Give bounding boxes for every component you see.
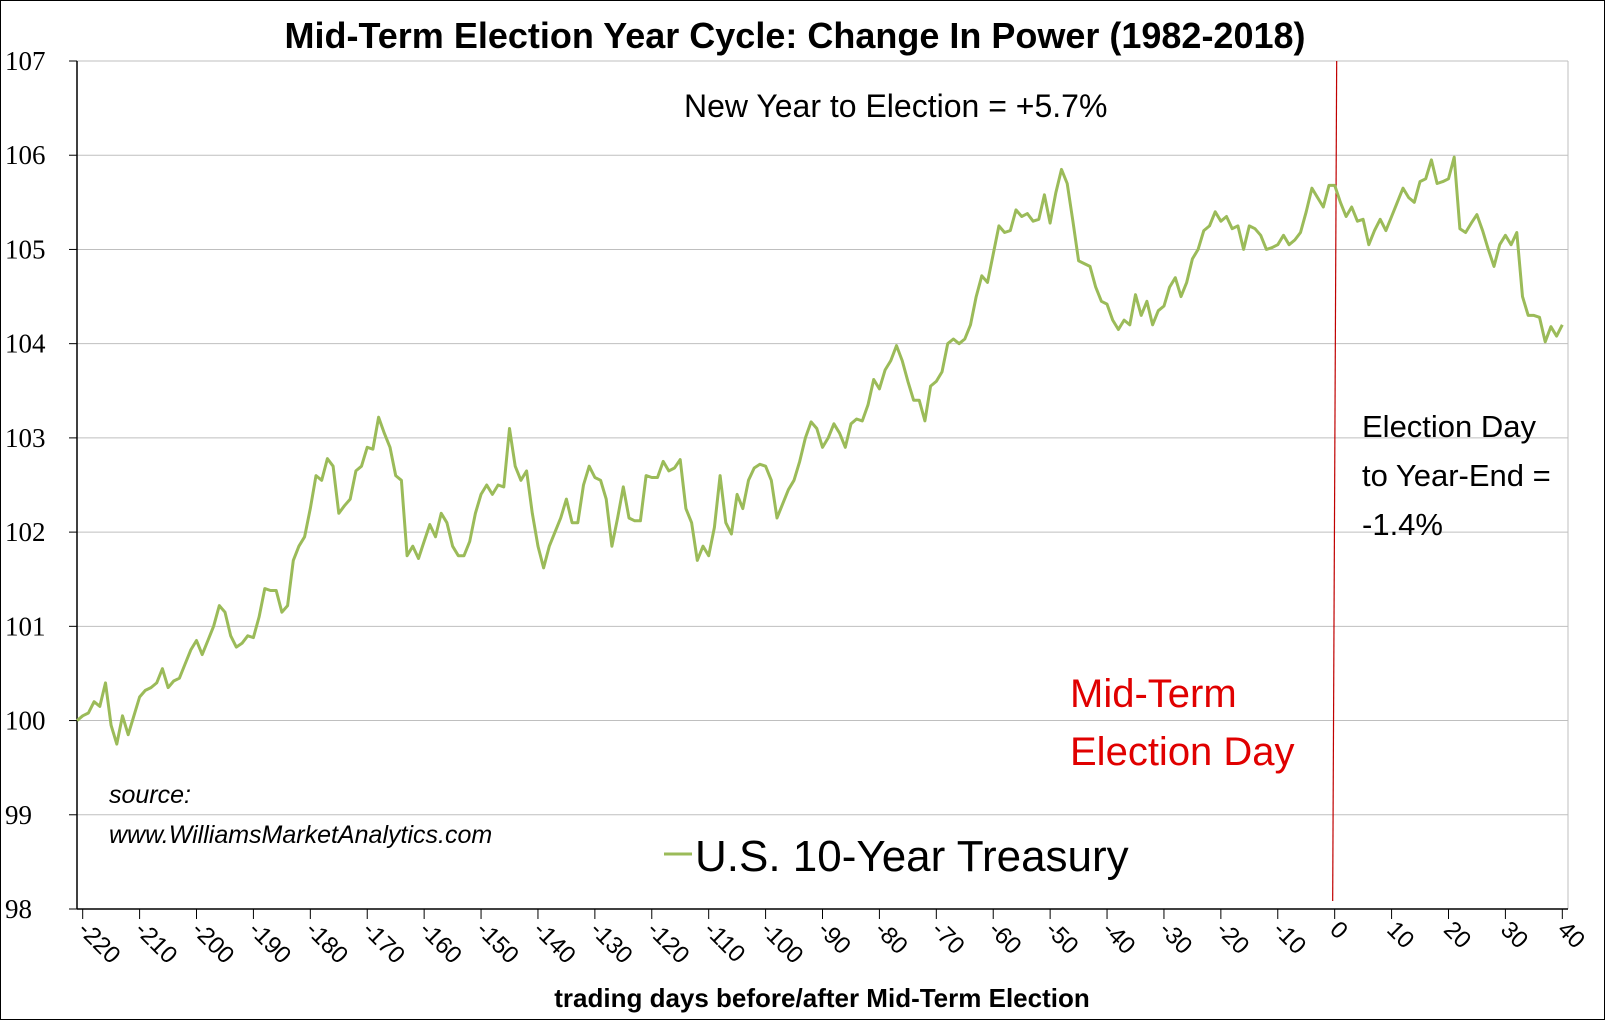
legend-label: U.S. 10-Year Treasury — [695, 832, 1129, 881]
y-tick-label: 101 — [5, 611, 46, 641]
y-tick-label: 102 — [5, 517, 46, 547]
y-tick-label: 104 — [5, 329, 46, 359]
election-day-line — [1332, 60, 1338, 902]
annotation: Election Day — [1362, 409, 1537, 444]
y-tick-label: 105 — [5, 234, 46, 264]
annotation: www.WilliamsMarketAnalytics.com — [109, 821, 492, 849]
annotation: Mid-Term — [1070, 672, 1237, 716]
annotation: to Year-End = — [1362, 458, 1551, 493]
y-tick-label: 99 — [5, 800, 32, 830]
annotation: -1.4% — [1362, 507, 1443, 542]
chart-title: Mid-Term Election Year Cycle: Change In … — [284, 15, 1305, 56]
y-tick-label: 106 — [5, 140, 46, 170]
y-tick-label: 98 — [5, 894, 32, 924]
annotation: source: — [109, 781, 191, 809]
annotation: Election Day — [1070, 730, 1295, 774]
y-tick-label: 103 — [5, 423, 46, 453]
x-axis-label: trading days before/after Mid-Term Elect… — [554, 983, 1090, 1013]
data-line — [76, 155, 1564, 746]
y-tick-label: 107 — [5, 46, 46, 76]
annotation: New Year to Election = +5.7% — [684, 88, 1107, 124]
y-tick-label: 100 — [5, 706, 46, 736]
